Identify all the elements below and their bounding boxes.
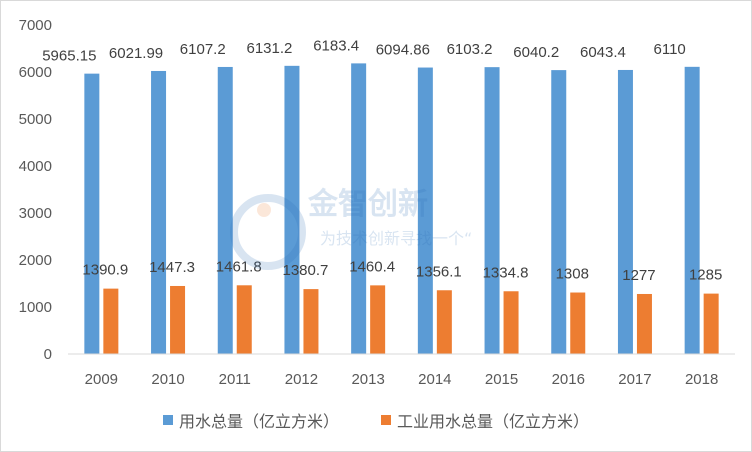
data-label-industrial: 1461.8: [216, 258, 262, 275]
bar-industrial-water: [236, 285, 252, 354]
data-label-total: 6107.2: [180, 41, 226, 58]
data-label-total: 6094.86: [376, 42, 430, 59]
data-label-industrial: 1380.7: [283, 262, 329, 279]
x-tick-label: 2013: [351, 371, 384, 388]
legend-label-total: 用水总量（亿立方米）: [178, 412, 339, 431]
bar-industrial-water: [170, 285, 186, 354]
legend-swatch-industrial: [381, 415, 391, 425]
data-label-total: 6040.2: [513, 44, 559, 61]
data-label-total: 6110: [654, 41, 686, 58]
bar-total-water: [617, 69, 633, 354]
data-label-total: 6043.4: [580, 44, 626, 61]
data-label-industrial: 1390.9: [82, 262, 128, 279]
bar-total-water: [151, 70, 167, 355]
data-label-industrial: 1285: [689, 267, 722, 284]
legend-item-total: 用水总量（亿立方米）: [162, 408, 339, 432]
data-label-total: 6183.4: [313, 37, 359, 54]
bar-industrial-water: [636, 293, 652, 354]
data-label-industrial: 1308: [556, 266, 589, 283]
y-tick-label: 6000: [19, 64, 52, 81]
bar-industrial-water: [703, 293, 719, 354]
bar-total-water: [217, 66, 233, 354]
bar-total-water: [684, 66, 700, 354]
x-tick-label: 2012: [285, 371, 318, 388]
data-label-total: 6131.2: [247, 40, 293, 57]
data-label-industrial: 1334.8: [483, 264, 529, 281]
bar-total-water: [284, 65, 300, 354]
data-label-industrial: 1447.3: [149, 259, 195, 276]
bar-industrial-water: [436, 290, 452, 354]
data-label-total: 5965.15: [42, 48, 96, 65]
x-tick-label: 2009: [85, 371, 118, 388]
legend: 用水总量（亿立方米） 工业用水总量（亿立方米）: [0, 408, 752, 432]
bar-industrial-water: [370, 285, 386, 354]
x-tick-label: 2015: [485, 371, 518, 388]
y-tick-label: 1000: [19, 299, 52, 316]
y-tick-label: 3000: [19, 205, 52, 222]
bar-industrial-water: [503, 291, 519, 354]
data-label-industrial: 1356.1: [416, 263, 462, 280]
x-tick-label: 2016: [552, 371, 585, 388]
data-label-total: 6021.99: [109, 45, 163, 62]
bar-total-water: [351, 63, 367, 355]
bar-total-water: [417, 67, 433, 355]
y-tick-label: 0: [44, 346, 52, 363]
data-label-total: 6103.2: [447, 41, 493, 58]
x-tick-label: 2011: [219, 371, 251, 388]
bar-industrial-water: [570, 292, 586, 354]
y-axis: 0 1000 2000 3000 4000 5000 6000 7000: [19, 17, 52, 363]
x-tick-label: 2010: [151, 371, 184, 388]
bar-industrial-water: [103, 288, 119, 354]
y-tick-label: 7000: [19, 17, 52, 34]
y-tick-label: 4000: [19, 158, 52, 175]
x-tick-label: 2017: [618, 371, 651, 388]
legend-item-industrial: 工业用水总量（亿立方米）: [381, 408, 589, 432]
x-axis: 2009 2010 2011 2012 2013 2014 2015 2016 2017 2018: [85, 371, 719, 388]
y-tick-label: 2000: [19, 252, 52, 269]
y-tick-label: 5000: [19, 111, 52, 128]
data-labels: 5965.15 6021.99 6107.2 6131.2 6183.4 6094.86 6…: [42, 37, 722, 284]
data-label-industrial: 1460.4: [349, 258, 395, 275]
bars: [84, 63, 719, 355]
legend-label-industrial: 工业用水总量（亿立方米）: [397, 412, 590, 431]
bar-total-water: [84, 73, 100, 355]
legend-swatch-total: [162, 415, 173, 425]
bar-total-water: [484, 67, 500, 354]
x-tick-label: 2014: [418, 371, 451, 388]
data-label-industrial: 1277: [622, 267, 655, 284]
bar-total-water: [551, 70, 567, 355]
bar-industrial-water: [303, 289, 319, 354]
x-tick-label: 2018: [685, 371, 718, 388]
